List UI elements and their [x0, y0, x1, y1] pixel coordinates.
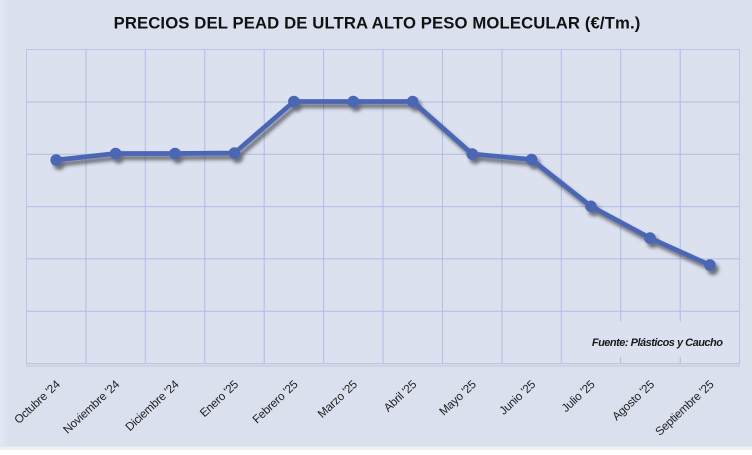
svg-text:Fuente: Plásticos y Caucho: Fuente: Plásticos y Caucho [592, 337, 723, 349]
svg-text:PRECIOS DEL PEAD DE ULTRA ALTO: PRECIOS DEL PEAD DE ULTRA ALTO PESO MOLE… [114, 14, 641, 33]
